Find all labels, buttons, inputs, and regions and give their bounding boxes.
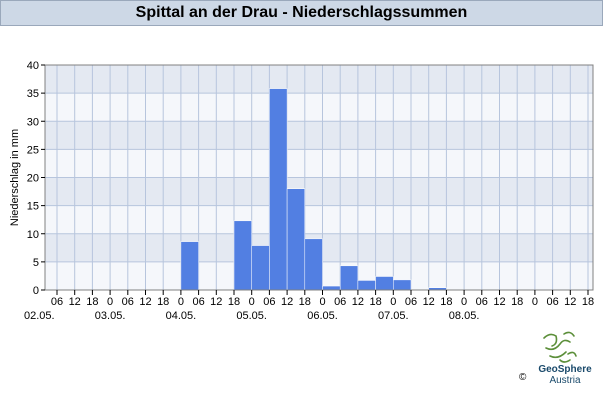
bar bbox=[339, 265, 359, 291]
logo-text: GeoSphere Austria bbox=[530, 364, 600, 386]
hour-tick-label: 0 bbox=[461, 296, 467, 308]
bar bbox=[393, 279, 412, 291]
date-label: 07.05. bbox=[378, 310, 409, 322]
y-tick-label: 10 bbox=[27, 229, 39, 241]
y-tick-label: 25 bbox=[27, 144, 39, 156]
hour-tick-label: 12 bbox=[210, 296, 222, 308]
hour-tick-label: 18 bbox=[369, 296, 381, 308]
date-label: 08.05. bbox=[449, 310, 480, 322]
hour-tick-label: 12 bbox=[493, 296, 505, 308]
y-tick-label: 35 bbox=[27, 88, 39, 100]
chart-title: Spittal an der Drau - Niederschlagssumme… bbox=[135, 4, 468, 21]
hour-tick-label: 18 bbox=[299, 296, 311, 308]
hour-tick-label: 06 bbox=[476, 296, 488, 308]
hour-tick-label: 0 bbox=[178, 296, 184, 308]
hour-tick-label: 12 bbox=[352, 296, 364, 308]
y-tick-label: 40 bbox=[27, 60, 39, 72]
date-label: 02.05. bbox=[24, 310, 55, 322]
bar bbox=[180, 241, 199, 291]
bar bbox=[322, 285, 341, 291]
background-band bbox=[45, 65, 593, 94]
hour-tick-label: 0 bbox=[390, 296, 396, 308]
hour-tick-label: 18 bbox=[582, 296, 594, 308]
logo-name: GeoSphere bbox=[538, 364, 592, 375]
background-band bbox=[45, 93, 593, 122]
y-tick-label: 0 bbox=[33, 285, 39, 297]
y-tick-label: 5 bbox=[33, 257, 39, 269]
logo-subtitle: Austria bbox=[549, 375, 581, 386]
hour-tick-label: 06 bbox=[192, 296, 204, 308]
hour-tick-label: 06 bbox=[546, 296, 558, 308]
hour-tick-label: 06 bbox=[263, 296, 275, 308]
background-band bbox=[45, 205, 593, 234]
date-label: 04.05. bbox=[166, 310, 197, 322]
background-band bbox=[45, 177, 593, 206]
hour-tick-label: 06 bbox=[51, 296, 63, 308]
date-label: 05.05. bbox=[236, 310, 267, 322]
hour-tick-label: 18 bbox=[157, 296, 169, 308]
background-band bbox=[45, 121, 593, 150]
date-label: 06.05. bbox=[307, 310, 338, 322]
hour-tick-label: 06 bbox=[405, 296, 417, 308]
geosphere-logo-icon bbox=[543, 331, 577, 363]
bar bbox=[286, 188, 306, 291]
hour-tick-label: 18 bbox=[511, 296, 523, 308]
y-tick-label: 20 bbox=[27, 173, 39, 185]
hour-tick-label: 0 bbox=[532, 296, 538, 308]
bar bbox=[357, 280, 376, 291]
date-label: 03.05. bbox=[95, 310, 126, 322]
y-tick-label: 15 bbox=[27, 201, 39, 213]
bar bbox=[304, 238, 323, 291]
hour-tick-label: 12 bbox=[423, 296, 435, 308]
hour-tick-label: 18 bbox=[228, 296, 240, 308]
y-axis-label: Niederschlag in mm bbox=[9, 129, 21, 226]
hour-tick-label: 12 bbox=[281, 296, 293, 308]
hour-tick-label: 12 bbox=[564, 296, 576, 308]
title-bar: Spittal an der Drau - Niederschlagssumme… bbox=[0, 0, 603, 26]
hour-tick-label: 12 bbox=[69, 296, 81, 308]
bar bbox=[269, 88, 288, 291]
bar bbox=[251, 245, 270, 291]
bar bbox=[375, 276, 394, 291]
background-band bbox=[45, 149, 593, 178]
copyright-symbol: © bbox=[519, 372, 527, 383]
hour-tick-label: 0 bbox=[249, 296, 255, 308]
hour-tick-label: 0 bbox=[107, 296, 113, 308]
hour-tick-label: 06 bbox=[334, 296, 346, 308]
hour-tick-label: 0 bbox=[319, 296, 325, 308]
y-tick-label: 30 bbox=[27, 116, 39, 128]
hour-tick-label: 12 bbox=[139, 296, 151, 308]
hour-tick-label: 06 bbox=[122, 296, 134, 308]
hour-tick-label: 18 bbox=[440, 296, 452, 308]
hour-tick-label: 18 bbox=[86, 296, 98, 308]
bar bbox=[233, 220, 252, 291]
